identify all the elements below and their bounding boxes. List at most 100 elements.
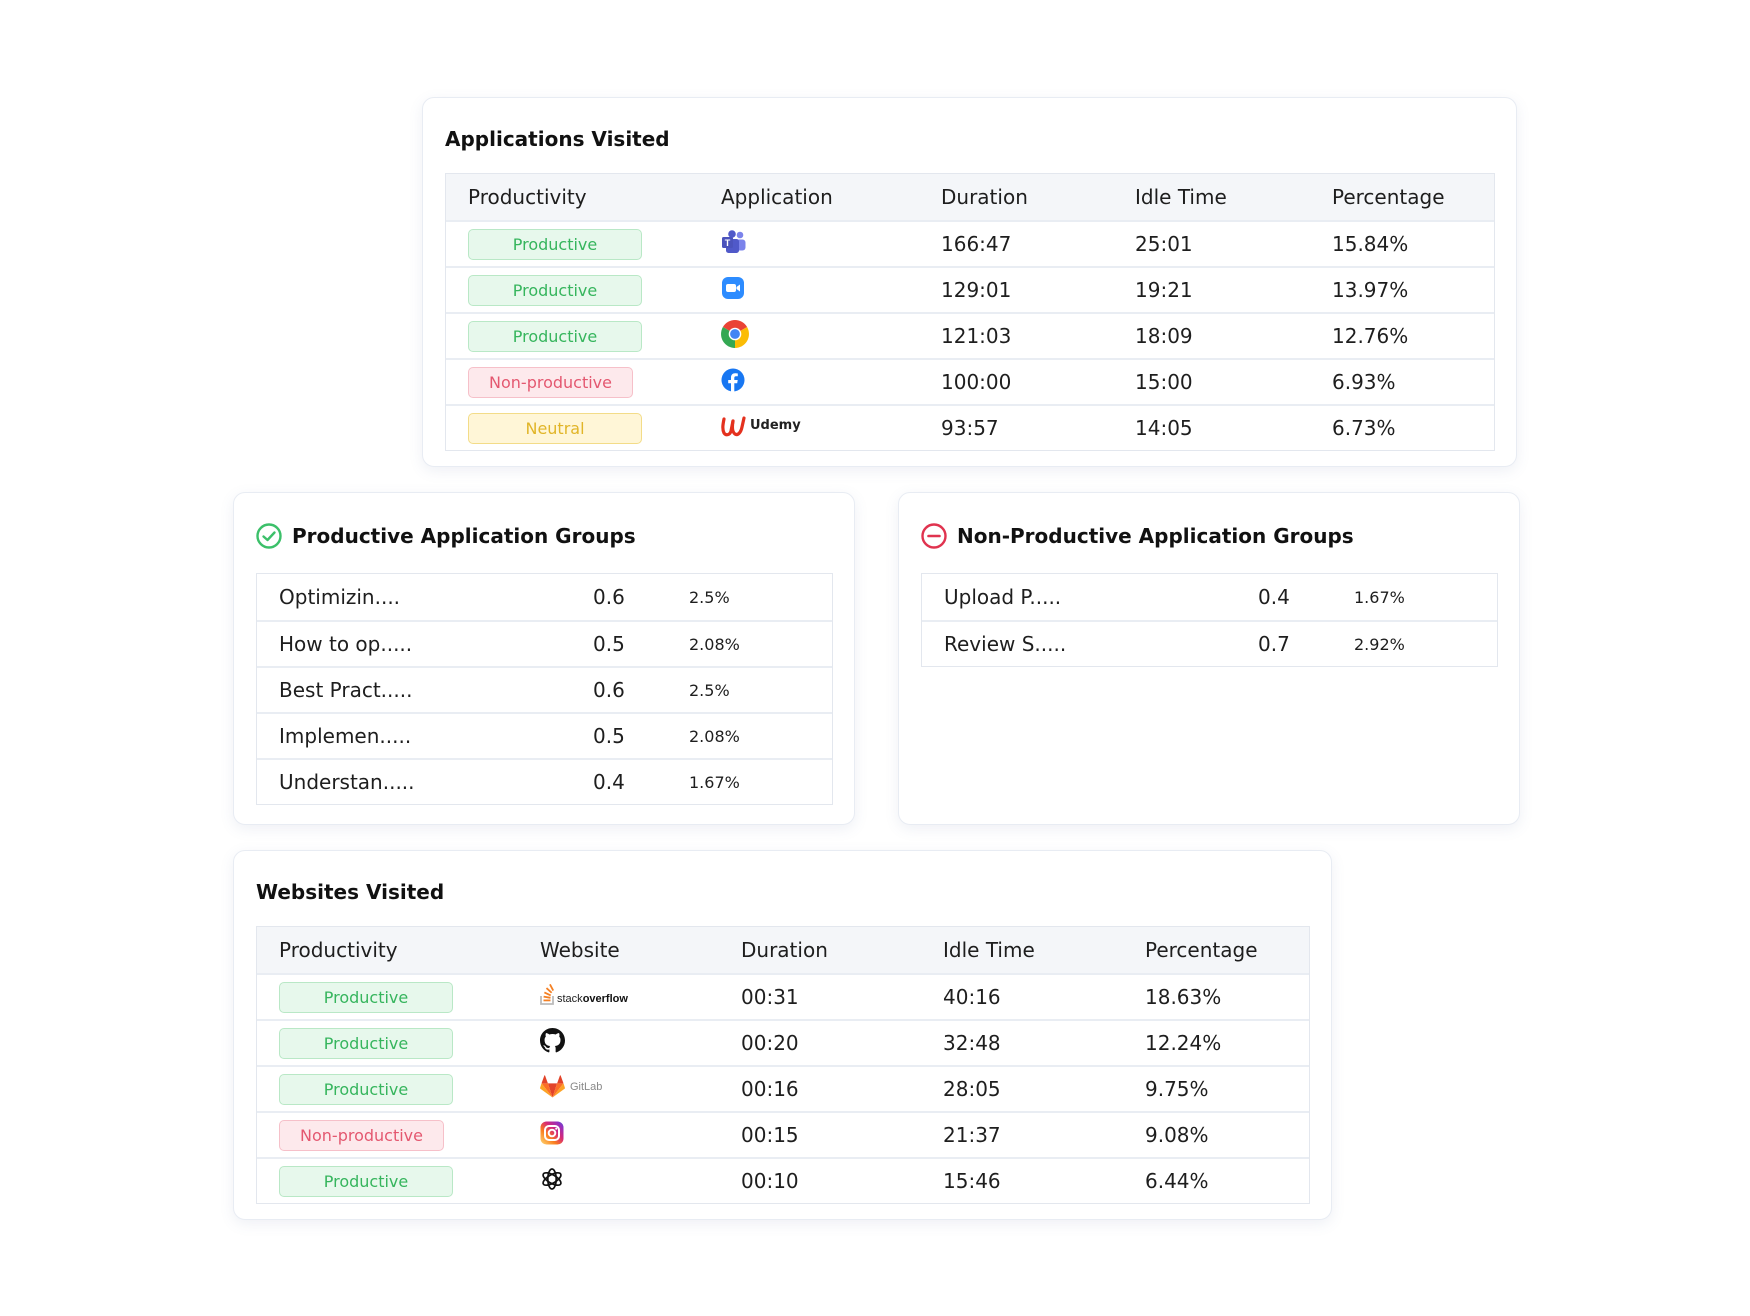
- group-name: Upload P.....: [944, 585, 1062, 609]
- stackoverflow-label-a: stack: [557, 992, 583, 1005]
- group-value: 0.5: [593, 724, 625, 748]
- duration-cell: 00:31: [741, 985, 799, 1009]
- group-percent: 1.67%: [1354, 587, 1405, 607]
- idle-time-cell: 15:46: [943, 1169, 1001, 1193]
- teams-icon: T: [721, 229, 747, 254]
- col-duration: Duration: [941, 185, 1028, 209]
- status-badge: Non-productive: [279, 1119, 444, 1151]
- list-item[interactable]: Best Pract..... 0.6 2.5%: [257, 666, 832, 712]
- col-application: Application: [721, 185, 833, 209]
- col-duration: Duration: [741, 938, 828, 962]
- col-percentage: Percentage: [1145, 938, 1258, 962]
- idle-time-cell: 40:16: [943, 985, 1001, 1009]
- table-header: Productivity Application Duration Idle T…: [446, 174, 1494, 220]
- list-item[interactable]: Implemen..... 0.5 2.08%: [257, 712, 832, 758]
- col-percentage: Percentage: [1332, 185, 1445, 209]
- table-row[interactable]: Non-productive: [257, 1111, 1309, 1157]
- applications-table: Productivity Application Duration Idle T…: [445, 173, 1495, 451]
- check-circle-icon: [256, 523, 282, 549]
- list-item[interactable]: How to op..... 0.5 2.08%: [257, 620, 832, 666]
- nonproductive-groups-title: Non-Productive Application Groups: [957, 524, 1354, 548]
- idle-time-cell: 28:05: [943, 1077, 1001, 1101]
- group-percent: 2.92%: [1354, 634, 1405, 654]
- idle-time-cell: 19:21: [1135, 278, 1193, 302]
- col-website: Website: [540, 938, 620, 962]
- table-row[interactable]: Productive 121:03 18:09 12.76%: [446, 312, 1494, 358]
- idle-time-cell: 32:48: [943, 1031, 1001, 1055]
- list-item[interactable]: Upload P..... 0.4 1.67%: [922, 574, 1497, 620]
- status-badge: Productive: [468, 228, 642, 260]
- chrome-icon: [721, 319, 749, 348]
- instagram-icon: [540, 1121, 564, 1145]
- group-name: Implemen.....: [279, 724, 412, 748]
- udemy-label: Udemy: [750, 418, 801, 433]
- percentage-cell: 6.44%: [1145, 1169, 1209, 1193]
- col-idle-time: Idle Time: [1135, 185, 1227, 209]
- status-badge: Productive: [468, 274, 642, 306]
- udemy-icon: Udemy: [721, 415, 801, 437]
- table-row[interactable]: Productive T 166:47 25:01 15.84%: [446, 220, 1494, 266]
- table-row[interactable]: Productive GitLab 00:16 28: [257, 1065, 1309, 1111]
- gitlab-label: GitLab: [570, 1080, 603, 1093]
- nonproductive-groups-table: Upload P..... 0.4 1.67% Review S..... 0.…: [921, 573, 1498, 667]
- zoom-icon: [721, 276, 745, 300]
- group-value: 0.6: [593, 585, 625, 609]
- percentage-cell: 18.63%: [1145, 985, 1222, 1009]
- applications-visited-card: Applications Visited Productivity Applic…: [422, 97, 1517, 467]
- group-percent: 2.08%: [689, 634, 740, 654]
- percentage-cell: 9.75%: [1145, 1077, 1209, 1101]
- status-badge: Productive: [279, 981, 453, 1013]
- productive-groups-title: Productive Application Groups: [292, 524, 636, 548]
- status-badge: Non-productive: [468, 366, 633, 398]
- percentage-cell: 9.08%: [1145, 1123, 1209, 1147]
- idle-time-cell: 21:37: [943, 1123, 1001, 1147]
- gitlab-icon: GitLab: [540, 1075, 602, 1098]
- percentage-cell: 12.76%: [1332, 324, 1409, 348]
- stackoverflow-label-b: overflow: [582, 992, 628, 1005]
- col-productivity: Productivity: [279, 938, 398, 962]
- github-icon: [540, 1028, 565, 1053]
- duration-cell: 166:47: [941, 232, 1012, 256]
- group-value: 0.5: [593, 632, 625, 656]
- group-percent: 1.67%: [689, 772, 740, 792]
- openai-icon: [540, 1167, 564, 1191]
- table-row[interactable]: Productive stackoverflow: [257, 973, 1309, 1019]
- percentage-cell: 13.97%: [1332, 278, 1409, 302]
- idle-time-cell: 15:00: [1135, 370, 1193, 394]
- table-row[interactable]: Neutral Udemy 93:57 14:05 6.73%: [446, 404, 1494, 450]
- status-badge: Productive: [468, 320, 642, 352]
- list-item[interactable]: Review S..... 0.7 2.92%: [922, 620, 1497, 666]
- status-badge: Neutral: [468, 412, 642, 444]
- percentage-cell: 6.73%: [1332, 416, 1396, 440]
- table-header: Productivity Website Duration Idle Time …: [257, 927, 1309, 973]
- table-row[interactable]: Productive 00:10 15:46 6.44%: [257, 1157, 1309, 1203]
- table-row[interactable]: Productive 00:20 32:48 12.24%: [257, 1019, 1309, 1065]
- productive-groups-table: Optimizin.... 0.6 2.5% How to op..... 0.…: [256, 573, 833, 805]
- group-name: How to op.....: [279, 632, 413, 656]
- percentage-cell: 6.93%: [1332, 370, 1396, 394]
- group-value: 0.4: [1258, 585, 1290, 609]
- websites-visited-card: Websites Visited Productivity Website Du…: [233, 850, 1332, 1220]
- idle-time-cell: 25:01: [1135, 232, 1193, 256]
- status-badge: Productive: [279, 1165, 453, 1197]
- group-percent: 2.08%: [689, 726, 740, 746]
- duration-cell: 00:10: [741, 1169, 799, 1193]
- websites-visited-title: Websites Visited: [256, 880, 445, 904]
- facebook-icon: [721, 368, 745, 392]
- table-row[interactable]: Productive 129:01 19:21 13.97%: [446, 266, 1494, 312]
- group-value: 0.6: [593, 678, 625, 702]
- group-value: 0.7: [1258, 632, 1290, 656]
- svg-text:T: T: [725, 238, 731, 248]
- duration-cell: 00:16: [741, 1077, 799, 1101]
- list-item[interactable]: Optimizin.... 0.6 2.5%: [257, 574, 832, 620]
- idle-time-cell: 18:09: [1135, 324, 1193, 348]
- list-item[interactable]: Understan..... 0.4 1.67%: [257, 758, 832, 804]
- stackoverflow-icon: stackoverflow: [540, 983, 628, 1006]
- group-name: Review S.....: [944, 632, 1067, 656]
- col-idle-time: Idle Time: [943, 938, 1035, 962]
- duration-cell: 129:01: [941, 278, 1012, 302]
- websites-table: Productivity Website Duration Idle Time …: [256, 926, 1310, 1204]
- table-row[interactable]: Non-productive 100:00 15:00 6.93%: [446, 358, 1494, 404]
- status-badge: Productive: [279, 1073, 453, 1105]
- percentage-cell: 12.24%: [1145, 1031, 1222, 1055]
